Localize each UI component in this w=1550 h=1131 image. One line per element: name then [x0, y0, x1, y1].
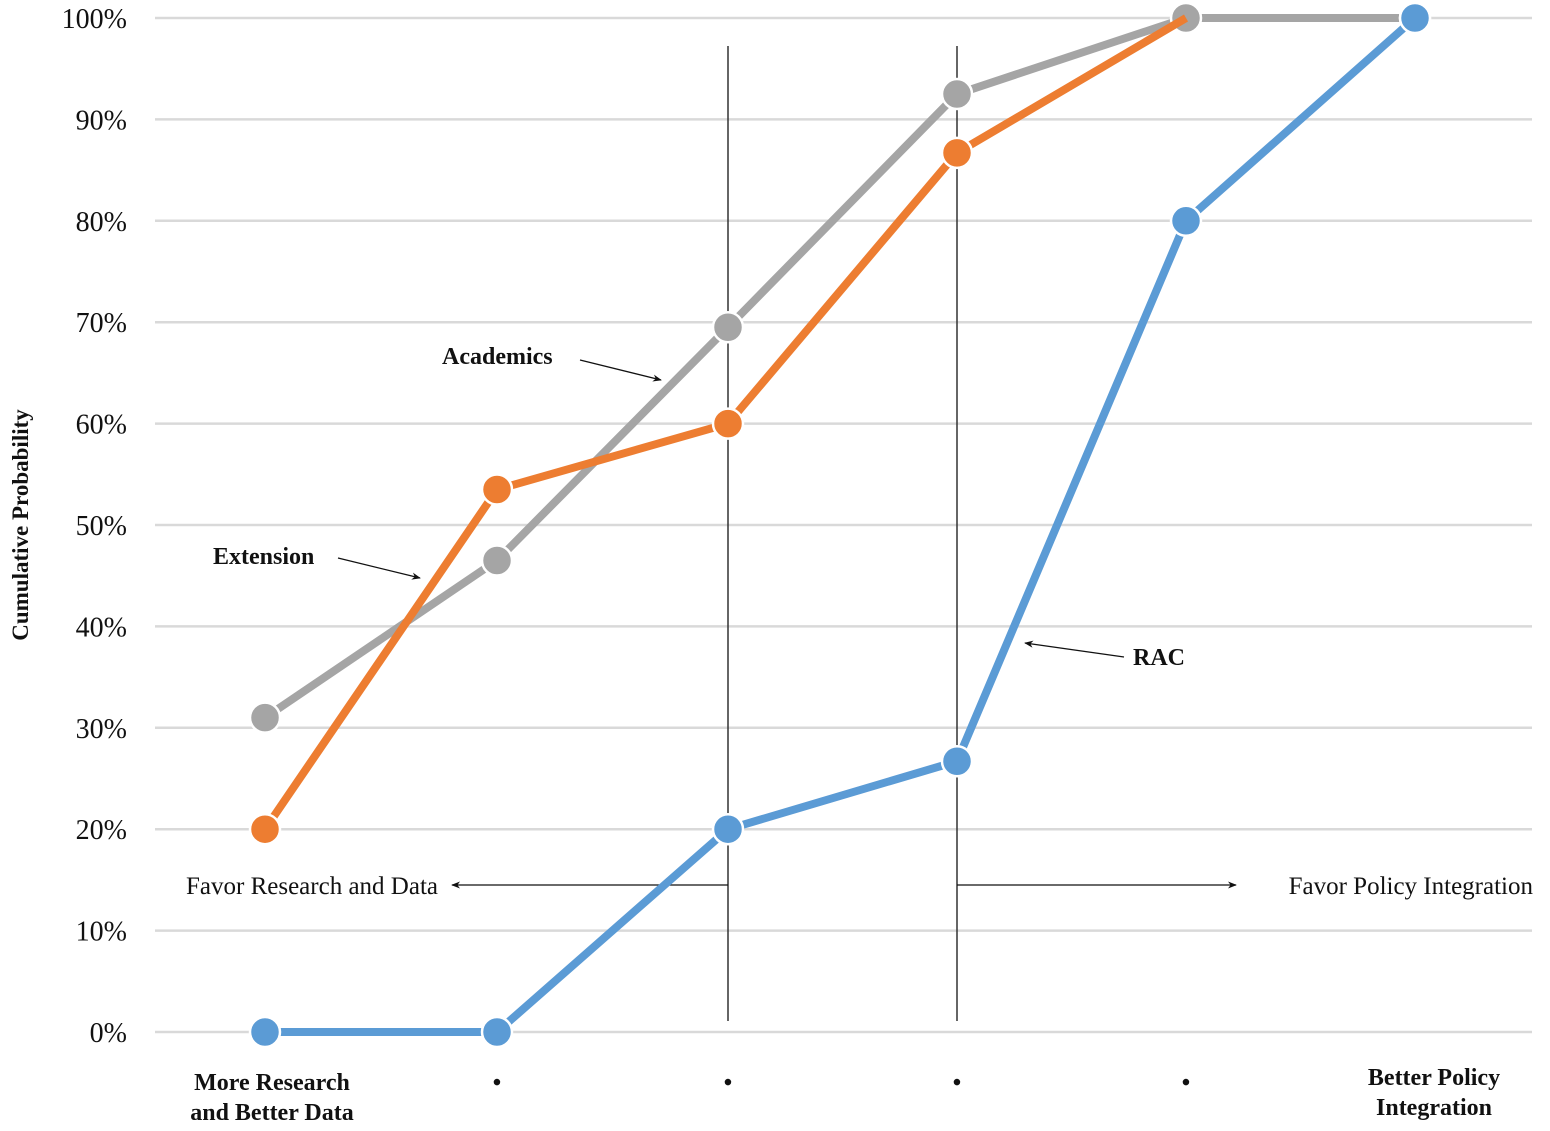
- y-tick-label: 90%: [76, 105, 127, 136]
- data-point-marker: [1169, 204, 1203, 238]
- pointer-arrow-icon: [1024, 640, 1125, 658]
- x-axis-ticks: More Research and Better Data • • • • Better P…: [190, 1065, 1500, 1126]
- y-axis-label: Cumulative Probability: [8, 409, 33, 641]
- pointer-arrow-icon: [579, 359, 662, 382]
- divider-lines: [727, 46, 958, 1021]
- series-extension: [248, 14, 1189, 846]
- data-point-marker: [480, 473, 514, 506]
- x-tick-label: Better Policy: [1368, 1065, 1500, 1091]
- y-tick-label: 60%: [76, 410, 127, 441]
- series-line: [265, 15, 1418, 1036]
- y-tick-label: 70%: [76, 308, 127, 339]
- favor-policy-label: Favor Policy Integration: [1289, 873, 1534, 900]
- series-lines: [248, 1, 1432, 1049]
- data-point-marker: [248, 1015, 282, 1049]
- data-point-marker: [1398, 1, 1432, 35]
- y-tick-label: 10%: [76, 917, 127, 948]
- x-tick-label: Integration: [1376, 1095, 1492, 1121]
- favor-research-label: Favor Research and Data: [186, 873, 438, 900]
- x-tick-label: •: [724, 1070, 732, 1096]
- series-labels: Academics Extension RAC: [213, 344, 1185, 671]
- data-point-marker: [480, 1015, 514, 1049]
- data-point-marker: [940, 77, 974, 111]
- y-tick-label: 100%: [62, 4, 127, 35]
- data-point-marker: [248, 701, 282, 734]
- x-tick-label: •: [1182, 1070, 1190, 1096]
- x-tick-label: •: [953, 1070, 961, 1096]
- data-point-marker: [940, 136, 974, 170]
- y-axis-ticks: 0% 10% 20% 30% 40% 50% 60% 70% 80% 90% 100%: [62, 4, 127, 1049]
- x-tick-label: •: [493, 1070, 501, 1096]
- y-tick-label: 40%: [76, 612, 127, 643]
- series-label-extension: Extension: [213, 544, 314, 570]
- series-label-academics: Academics: [442, 344, 553, 370]
- region-annotations: Favor Research and Data Favor Policy Inte…: [186, 873, 1533, 900]
- data-point-marker: [480, 544, 514, 577]
- y-tick-label: 20%: [76, 815, 127, 846]
- series-academics: [248, 1, 1432, 734]
- series-label-rac: RAC: [1133, 645, 1185, 671]
- data-point-marker: [711, 407, 745, 440]
- y-tick-label: 80%: [76, 207, 127, 238]
- data-point-marker: [248, 812, 282, 846]
- y-tick-label: 0%: [90, 1018, 127, 1049]
- y-tick-label: 50%: [76, 511, 127, 542]
- series-rac: [248, 1, 1432, 1049]
- series-line: [262, 14, 1415, 721]
- pointer-arrow-icon: [337, 557, 421, 580]
- data-point-marker: [711, 812, 745, 846]
- data-point-marker: [940, 745, 974, 778]
- x-tick-label: and Better Data: [190, 1100, 354, 1126]
- data-point-marker: [711, 311, 745, 344]
- y-tick-label: 30%: [76, 714, 127, 745]
- x-tick-label: More Research: [194, 1070, 350, 1096]
